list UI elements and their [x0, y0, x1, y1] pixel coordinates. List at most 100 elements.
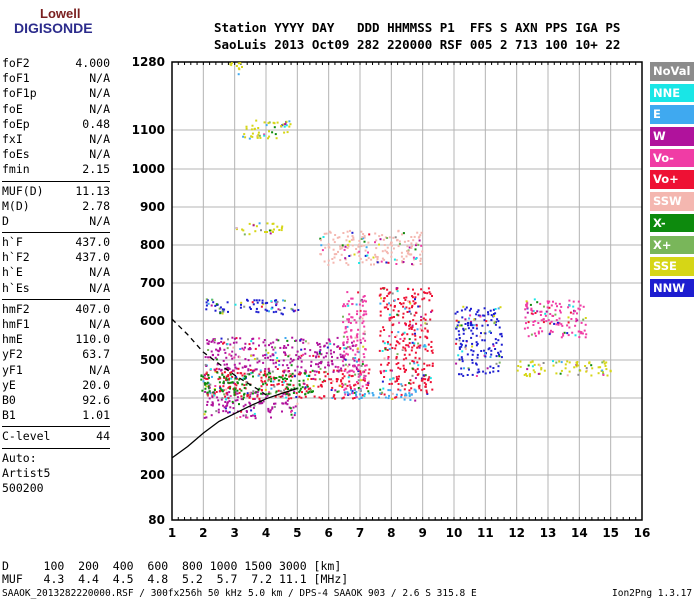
echo-point: [383, 244, 386, 246]
echo-point: [498, 353, 500, 356]
echo-point: [584, 323, 587, 326]
echo-point: [357, 387, 360, 389]
echo-point: [249, 402, 252, 405]
echo-point: [478, 370, 481, 373]
echo-point: [349, 335, 352, 338]
echo-point: [271, 353, 274, 356]
echo-point: [344, 257, 347, 260]
echo-point: [416, 361, 419, 364]
echo-point: [498, 355, 501, 358]
echo-point: [412, 300, 415, 303]
echo-point: [201, 389, 204, 392]
echo-point: [350, 329, 352, 332]
echo-point: [251, 371, 254, 374]
echo-point: [218, 342, 221, 345]
echo-point: [287, 344, 290, 347]
echo-point: [544, 314, 547, 317]
echo-point: [271, 406, 274, 409]
echo-point: [213, 394, 216, 397]
echo-point: [255, 307, 258, 310]
echo-point: [475, 362, 477, 365]
echo-point: [320, 244, 323, 247]
echo-point: [261, 402, 264, 405]
echo-point: [355, 396, 358, 399]
echo-point: [280, 125, 283, 128]
echo-point: [222, 382, 225, 384]
echo-point: [265, 393, 268, 396]
echo-point: [318, 396, 321, 399]
param-name: foE: [2, 101, 23, 116]
echo-point: [545, 310, 548, 313]
echo-point: [430, 349, 433, 352]
echo-point: [490, 314, 493, 317]
echo-point: [252, 398, 255, 400]
echo-point: [402, 364, 405, 367]
echo-point: [343, 331, 346, 334]
echo-point: [395, 396, 398, 399]
echo-point: [238, 378, 241, 381]
echo-point: [252, 354, 255, 357]
echo-point: [251, 414, 254, 417]
echo-point: [274, 365, 277, 368]
echo-point: [347, 365, 349, 368]
echo-point: [475, 344, 478, 347]
echo-point: [258, 373, 261, 376]
echo-point: [248, 222, 251, 225]
echo-point: [556, 305, 558, 308]
echo-point: [284, 337, 287, 339]
echo-point: [531, 309, 534, 312]
echo-point: [534, 312, 537, 314]
echo-point: [431, 309, 434, 312]
echo-point: [346, 291, 349, 294]
echo-point: [409, 362, 411, 365]
echo-point: [207, 376, 210, 379]
echo-point: [310, 391, 313, 393]
echo-point: [213, 389, 216, 391]
echo-point: [224, 368, 226, 371]
y-tick-label: 600: [140, 314, 165, 328]
echo-point: [286, 383, 289, 386]
echo-point: [554, 313, 557, 316]
param-row: D N/A: [2, 214, 110, 229]
echo-point: [246, 395, 249, 398]
echo-point: [527, 321, 530, 324]
echo-point: [388, 302, 390, 305]
echo-point: [219, 387, 222, 390]
echo-point: [389, 291, 392, 294]
echo-point: [352, 357, 355, 360]
echo-point: [216, 342, 219, 345]
echo-point: [367, 384, 370, 387]
echo-point: [254, 417, 257, 420]
echo-point: [343, 358, 346, 360]
echo-point: [262, 354, 265, 357]
echo-point: [383, 357, 386, 360]
echo-point: [250, 128, 253, 131]
echo-point: [375, 247, 378, 250]
echo-point: [239, 348, 242, 350]
echo-point: [456, 324, 459, 327]
echo-point: [370, 263, 372, 266]
echo-point: [264, 368, 267, 370]
echo-point: [362, 376, 365, 379]
echo-point: [296, 387, 299, 390]
echo-point: [480, 350, 483, 352]
echo-point: [542, 362, 545, 364]
echo-point: [226, 347, 229, 350]
echo-point: [383, 287, 386, 290]
param-row: fxI N/A: [2, 132, 110, 147]
echo-point: [384, 347, 387, 350]
echo-point: [403, 367, 405, 370]
echo-point: [490, 349, 493, 352]
echo-point: [383, 258, 386, 261]
echo-point: [364, 310, 367, 313]
echo-point: [355, 321, 358, 324]
echo-point: [354, 357, 357, 359]
echo-point: [223, 393, 226, 396]
echo-point: [424, 385, 427, 388]
echo-point: [284, 393, 287, 396]
echo-point: [264, 374, 267, 376]
echo-point: [211, 298, 214, 301]
param-value: 2.78: [82, 198, 110, 213]
echo-point: [339, 247, 342, 250]
echo-point: [342, 335, 345, 338]
